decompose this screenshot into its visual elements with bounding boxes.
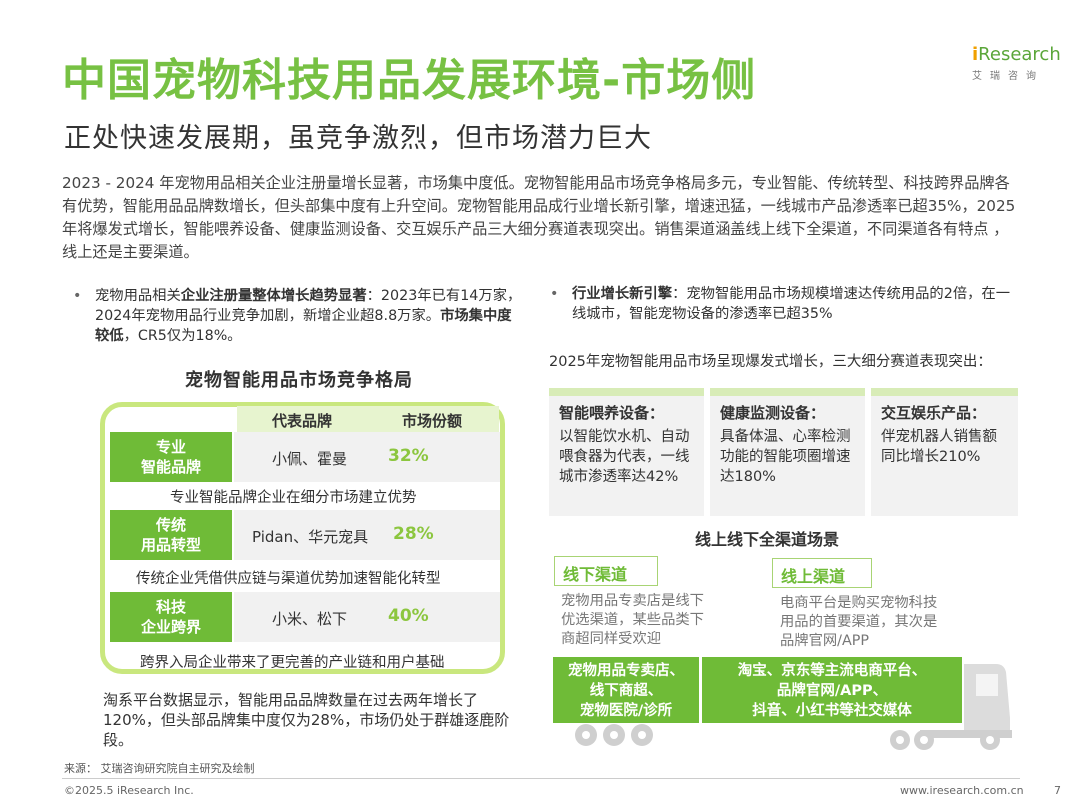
trend-intro: 2025年宠物智能用品市场呈现爆发式增长，三大细分赛道表现突出：	[549, 354, 992, 370]
category-professional: 专业 智能品牌	[110, 432, 232, 482]
offline-channel-list: 宠物用品专卖店、 线下商超、 宠物医院/诊所	[553, 657, 699, 723]
row-brands: 小米、松下	[272, 610, 348, 628]
bullet-growth-engine: • 行业增长新引擎：宠物智能用品市场规模增速达传统用品的2倍，在一线城市，智能宠物…	[550, 286, 1010, 322]
truck-wheels-icon	[575, 724, 653, 746]
table-row	[234, 510, 500, 560]
segment-health: 健康监测设备： 具备体温、心率检测功能的智能项圈增速达180%	[710, 388, 865, 516]
logo-wordmark: iResearch	[972, 44, 1061, 65]
offline-channel-label: 线下渠道	[554, 556, 658, 586]
category-tech-crossover: 科技 企业跨界	[110, 592, 232, 642]
iresearch-logo: iResearch 艾瑞咨询	[972, 44, 1068, 92]
footer-divider	[62, 778, 1020, 779]
category-traditional: 传统 用品转型	[110, 510, 232, 560]
truck-cab-icon	[890, 664, 1012, 750]
table-row	[234, 432, 500, 482]
bullet-dot: •	[550, 286, 559, 302]
row-note: 跨界入局企业带来了更完善的产业链和用户基础	[140, 655, 445, 671]
row-brands: 小佩、霍曼	[272, 450, 348, 468]
logo-subtext: 艾瑞咨询	[972, 71, 1044, 82]
segment-entertainment: 交互娱乐产品： 伴宠机器人销售额同比增长210%	[871, 388, 1018, 516]
brand-concentration-note: 淘系平台数据显示，智能用品品牌数量在过去两年增长了120%，但头部品牌集中度仅为…	[103, 691, 510, 749]
footer-copyright: ©2025.5 iResearch Inc.	[64, 784, 194, 797]
page-title: 中国宠物科技用品发展环境-市场侧	[62, 55, 757, 106]
source-note: 来源： 艾瑞咨询研究院自主研究及绘制	[64, 762, 255, 775]
online-channel-label: 线上渠道	[772, 558, 872, 588]
competition-title: 宠物智能用品市场竞争格局	[185, 370, 413, 391]
footer-url: www.iresearch.com.cn	[900, 784, 1024, 797]
channels-title: 线上线下全渠道场景	[695, 530, 840, 549]
table-row	[234, 592, 500, 642]
row-note: 传统企业凭借供应链与渠道优势加速智能化转型	[136, 571, 441, 587]
offline-channel-text: 宠物用品专卖店是线下优选渠道，某些品类下商超同样受欢迎	[561, 593, 704, 647]
page-subtitle: 正处快速发展期，虽竞争激烈，但市场潜力巨大	[64, 123, 652, 154]
online-channel-list: 淘宝、京东等主流电商平台、 品牌官网/APP、 抖音、小红书等社交媒体	[702, 657, 962, 723]
row-share: 28%	[393, 524, 434, 544]
header-brand: 代表品牌	[272, 412, 333, 430]
bullet-dot: •	[73, 288, 82, 304]
segment-feeding: 智能喂养设备： 以智能饮水机、自动喂食器为代表，一线城市渗透率达42%	[549, 388, 704, 516]
online-channel-text: 电商平台是购买宠物科技用品的首要渠道，其次是品牌官网/APP	[780, 595, 938, 649]
row-note: 专业智能品牌企业在细分市场建立优势	[170, 490, 417, 506]
row-share: 40%	[388, 606, 429, 626]
header-share: 市场份额	[402, 412, 463, 430]
row-brands: Pidan、华元宠具	[252, 528, 369, 546]
page-number: 7	[1054, 784, 1061, 797]
bullet-enterprise-registration: • 宠物用品相关企业注册量整体增长趋势显著：2023年已有14万家，2024年宠物…	[73, 288, 522, 344]
competition-header-bg	[237, 406, 499, 434]
row-share: 32%	[388, 446, 429, 466]
summary-paragraph: 2023 - 2024 年宠物用品相关企业注册量增长显著，市场集中度低。宠物智能…	[62, 174, 1016, 261]
